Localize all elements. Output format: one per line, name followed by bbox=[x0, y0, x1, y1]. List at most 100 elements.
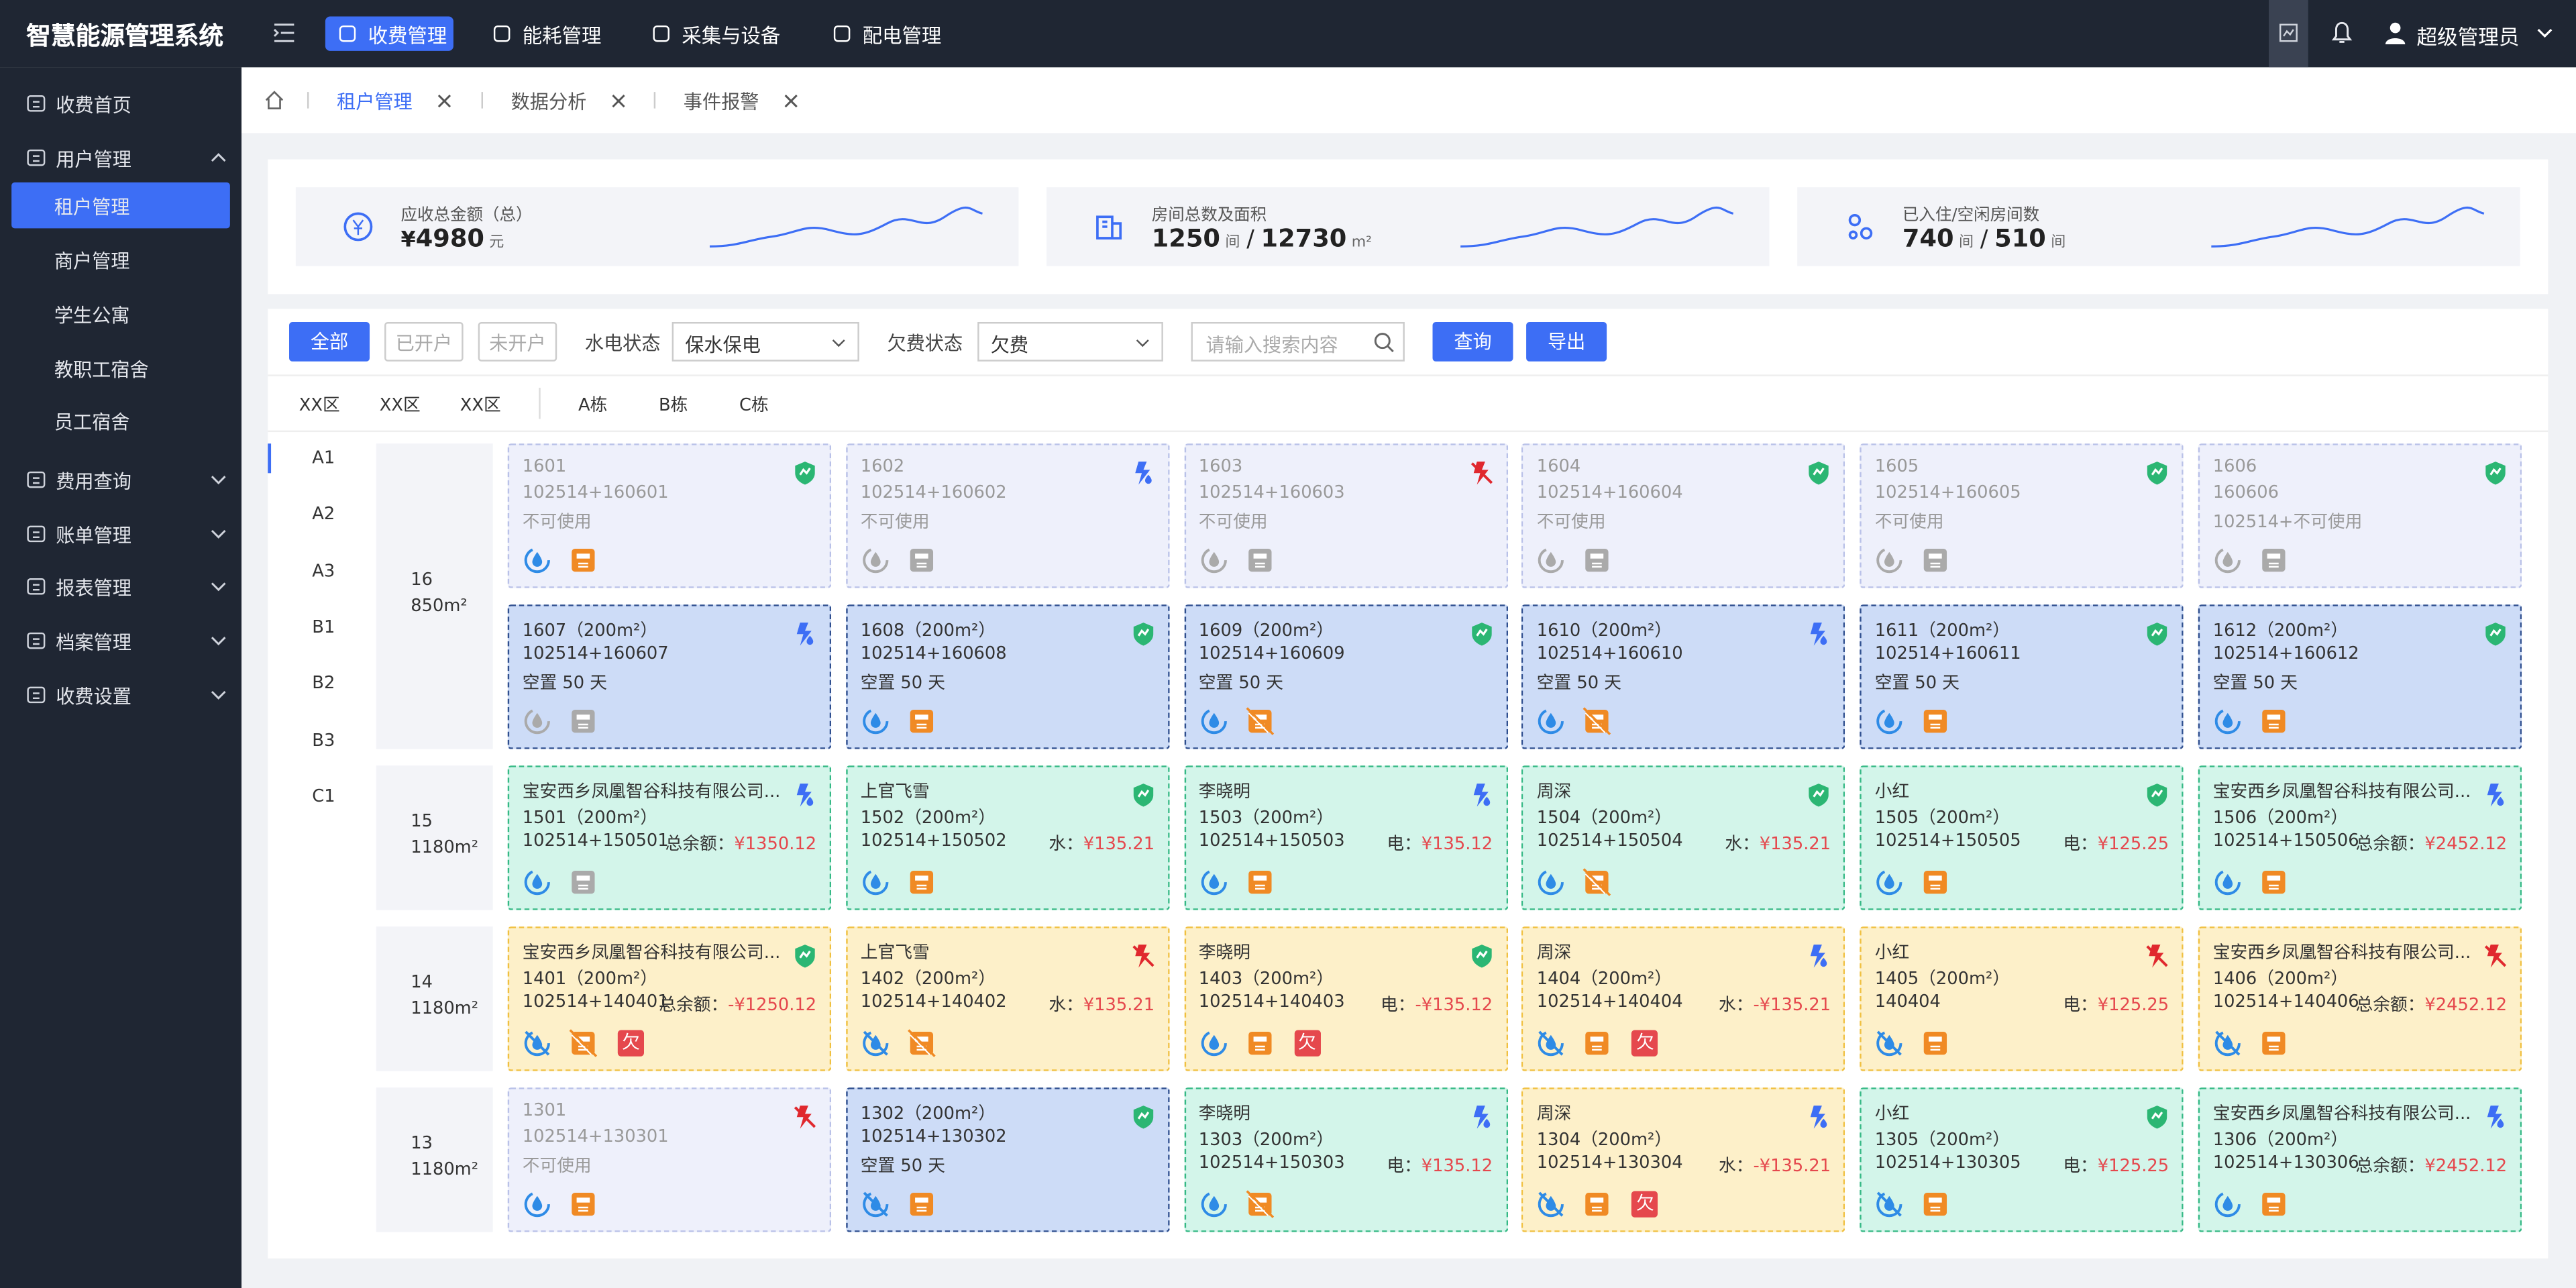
menu-item[interactable]: 收费设置 bbox=[0, 675, 241, 714]
tab-label: 数据分析 bbox=[511, 90, 587, 113]
submenu-item[interactable]: 学生公寓 bbox=[11, 290, 230, 337]
room-line: 空置 50 天 bbox=[2212, 674, 2298, 694]
zone-tab[interactable]: XX区 bbox=[299, 396, 340, 416]
room-card[interactable]: 1602 102514+160602 不可使用 bbox=[845, 443, 1170, 588]
nav-item[interactable]: 能耗管理 bbox=[480, 16, 621, 50]
room-card[interactable]: 1601 102514+160601 不可使用 bbox=[507, 443, 832, 588]
bell-icon[interactable] bbox=[2331, 21, 2353, 44]
room-card[interactable]: 1604 102514+160604 不可使用 bbox=[1521, 443, 1846, 588]
unit-item[interactable]: C1 bbox=[312, 786, 335, 806]
power-select[interactable]: 保水保电 bbox=[672, 322, 859, 362]
sparkline bbox=[2208, 201, 2487, 258]
room-card[interactable]: 1611（200m²） 102514+160611 空置 50 天 bbox=[1860, 604, 2184, 749]
building-tab[interactable]: B栋 bbox=[659, 396, 688, 416]
user-name[interactable]: 超级管理员 bbox=[2416, 24, 2520, 50]
room-line: 宝安西乡凤凰智谷科技有限公司... bbox=[2212, 943, 2471, 963]
room-card[interactable]: 李晓明 1303（200m²） 102514+150303 电：¥135.12 bbox=[1183, 1087, 1508, 1232]
menu-item[interactable]: 费用查询 bbox=[0, 460, 241, 499]
room-card[interactable]: 周深 1504（200m²） 102514+150504 水：¥135.21 bbox=[1521, 765, 1846, 910]
room-card[interactable]: 李晓明 1503（200m²） 102514+150503 电：¥135.12 bbox=[1183, 765, 1508, 910]
room-card[interactable]: 1605 102514+160605 不可使用 bbox=[1860, 443, 2184, 588]
zone-tab[interactable]: XX区 bbox=[379, 396, 421, 416]
action-button[interactable]: 查询 bbox=[1432, 322, 1513, 362]
menu-item[interactable]: 账单管理 bbox=[0, 514, 241, 553]
tab[interactable]: 数据分析 bbox=[511, 89, 643, 115]
room-card[interactable]: 1610（200m²） 102514+160610 空置 50 天 bbox=[1521, 604, 1846, 749]
amount-value: ¥135.21 bbox=[1083, 996, 1155, 1016]
room-card[interactable]: 宝安西乡凤凰智谷科技有限公司... 1401（200m²） 102514+14040… bbox=[507, 926, 832, 1071]
status-icon bbox=[2482, 621, 2508, 653]
room-card[interactable]: 李晓明 1403（200m²） 102514+140403 电：-¥135.12 欠 bbox=[1183, 926, 1508, 1071]
unit-item[interactable]: B1 bbox=[312, 617, 335, 637]
room-card[interactable]: 1606 160606 102514+不可使用 bbox=[2198, 443, 2522, 588]
room-card[interactable]: 小红 1505（200m²） 102514+150505 电：¥125.25 bbox=[1860, 765, 2184, 910]
action-button[interactable]: 导出 bbox=[1526, 322, 1607, 362]
building-tab[interactable]: A栋 bbox=[578, 396, 608, 416]
arrears-select[interactable]: 欠费 bbox=[977, 322, 1163, 362]
room-card[interactable]: 1302（200m²） 102514+130302 空置 50 天 bbox=[845, 1087, 1170, 1232]
nav-item[interactable]: 收费管理 bbox=[325, 16, 453, 51]
menu-item[interactable]: 收费首页 bbox=[0, 84, 241, 123]
room-card[interactable]: 宝安西乡凤凰智谷科技有限公司... 1406（200m²） 102514+14040… bbox=[2198, 926, 2522, 1071]
submenu-item[interactable]: 租户管理 bbox=[11, 182, 230, 229]
room-card[interactable]: 小红 1305（200m²） 102514+130305 电：¥125.25 bbox=[1860, 1087, 2184, 1232]
submenu-item[interactable]: 员工宿舍 bbox=[11, 398, 230, 444]
filter-button[interactable]: 全部 bbox=[289, 322, 370, 362]
home-icon[interactable] bbox=[263, 89, 286, 111]
filter-button[interactable]: 已开户 bbox=[384, 322, 464, 362]
room-card[interactable]: 宝安西乡凤凰智谷科技有限公司... 1306（200m²） 102514+13030… bbox=[2198, 1087, 2522, 1232]
device-icon bbox=[2259, 545, 2288, 580]
unit-item[interactable]: B3 bbox=[312, 730, 335, 750]
screen-button[interactable] bbox=[2269, 0, 2308, 68]
menu-toggle[interactable] bbox=[273, 21, 296, 44]
zone-tab[interactable]: XX区 bbox=[460, 396, 501, 416]
unit-item[interactable]: A1 bbox=[312, 448, 335, 468]
room-card[interactable]: 小红 1405（200m²） 140404 电：¥125.25 bbox=[1860, 926, 2184, 1071]
room-line: 不可使用 bbox=[860, 513, 930, 533]
nav-label: 配电管理 bbox=[862, 24, 942, 48]
room-card[interactable]: 1603 102514+160603 不可使用 bbox=[1183, 443, 1508, 588]
submenu-item[interactable]: 教职工宿舍 bbox=[11, 344, 230, 390]
status-icon bbox=[1806, 943, 1832, 975]
unit-item[interactable]: B2 bbox=[312, 674, 335, 694]
submenu-label: 教职工宿舍 bbox=[54, 357, 149, 380]
tab[interactable]: 事件报警 bbox=[684, 89, 815, 115]
device-icon bbox=[568, 1189, 598, 1224]
device-icon bbox=[1199, 1189, 1228, 1224]
room-card[interactable]: 周深 1304（200m²） 102514+130304 水：-¥135.21 欠 bbox=[1521, 1087, 1846, 1232]
device-icon bbox=[1244, 706, 1274, 741]
floor-number: 14 bbox=[411, 972, 433, 993]
amount-value: ¥2452.12 bbox=[2424, 835, 2508, 855]
room-card[interactable]: 上官飞雪 1502（200m²） 102514+150502 水：¥135.21 bbox=[845, 765, 1170, 910]
stat-unit: m² bbox=[1351, 235, 1373, 252]
filter-button[interactable]: 未开户 bbox=[478, 322, 557, 362]
room-line: 102514+150505 bbox=[1874, 831, 2021, 851]
room-card[interactable]: 周深 1404（200m²） 102514+140404 水：-¥135.21 欠 bbox=[1521, 926, 1846, 1071]
tab[interactable]: 租户管理 bbox=[337, 89, 468, 115]
nav-item[interactable]: 配电管理 bbox=[820, 16, 961, 50]
device-icon bbox=[1537, 1028, 1566, 1063]
nav-item[interactable]: 采集与设备 bbox=[639, 16, 804, 50]
building-tab[interactable]: C栋 bbox=[739, 396, 769, 416]
tab-bar: 租户管理 数据分析 事件报警 bbox=[241, 67, 2576, 133]
room-line: 不可使用 bbox=[1874, 513, 1944, 533]
room-line: 小红 bbox=[1874, 782, 1910, 802]
menu-item[interactable]: 报表管理 bbox=[0, 568, 241, 607]
status-icon bbox=[1806, 460, 1832, 492]
room-card[interactable]: 1607（200m²） 102514+160607 空置 50 天 bbox=[507, 604, 832, 749]
stat-icon bbox=[340, 209, 376, 250]
unit-item[interactable]: A2 bbox=[312, 504, 335, 525]
room-card[interactable]: 宝安西乡凤凰智谷科技有限公司... 1501（200m²） 102514+15050… bbox=[507, 765, 832, 910]
menu-item[interactable]: 用户管理 bbox=[0, 138, 241, 177]
unit-item[interactable]: A3 bbox=[312, 561, 335, 581]
submenu-item[interactable]: 商户管理 bbox=[11, 237, 230, 283]
room-card[interactable]: 1612（200m²） 102514+160612 空置 50 天 bbox=[2198, 604, 2522, 749]
room-card[interactable]: 上官飞雪 1402（200m²） 102514+140402 水：¥135.21 bbox=[845, 926, 1170, 1071]
room-card[interactable]: 1609（200m²） 102514+160609 空置 50 天 bbox=[1183, 604, 1508, 749]
room-card[interactable]: 1301 102514+130301 不可使用 bbox=[507, 1087, 832, 1232]
room-card[interactable]: 宝安西乡凤凰智谷科技有限公司... 1506（200m²） 102514+15050… bbox=[2198, 765, 2522, 910]
menu-item[interactable]: 档案管理 bbox=[0, 621, 241, 661]
room-card[interactable]: 1608（200m²） 102514+160608 空置 50 天 bbox=[845, 604, 1170, 749]
search-input[interactable]: 请输入搜索内容 bbox=[1191, 322, 1405, 362]
menu-label: 报表管理 bbox=[56, 577, 131, 600]
